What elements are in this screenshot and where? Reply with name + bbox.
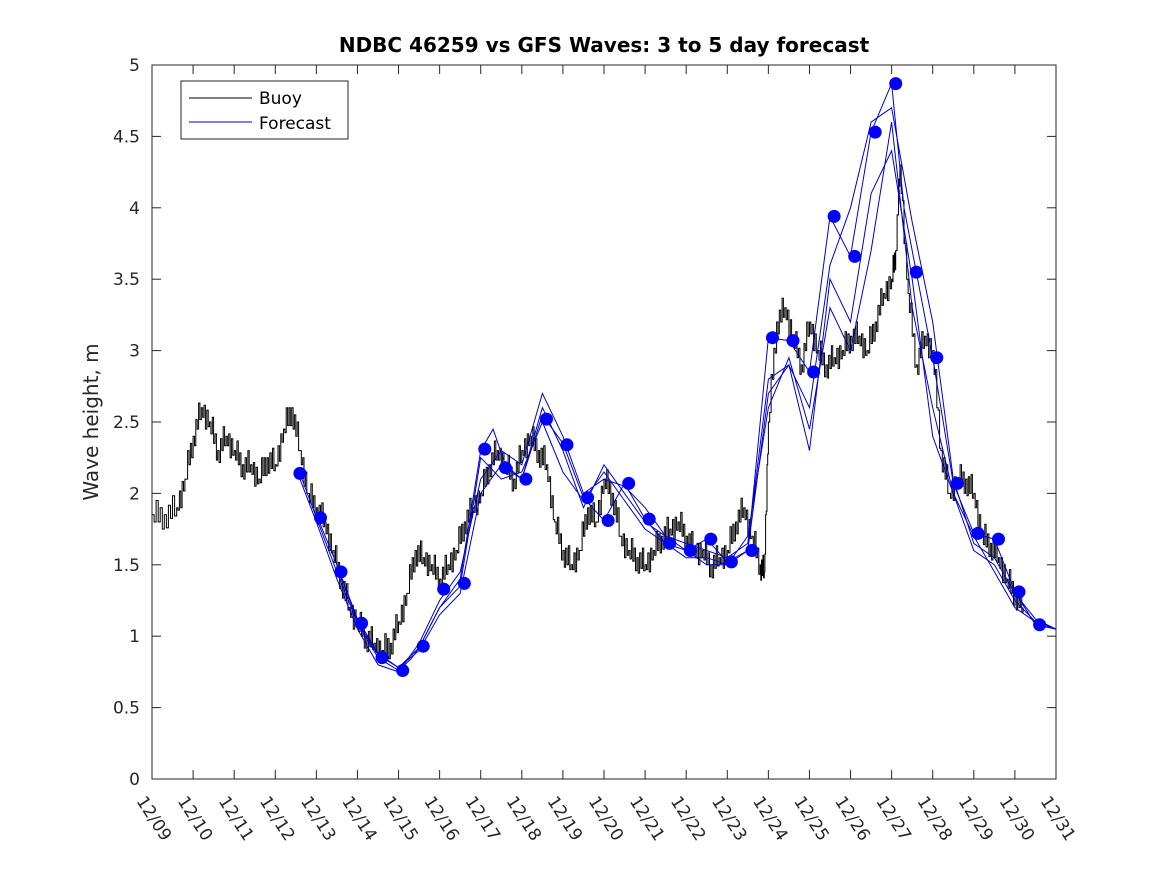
forecast-point bbox=[478, 442, 492, 456]
forecast-point bbox=[889, 77, 903, 91]
forecast-point bbox=[786, 334, 800, 348]
forecast-point bbox=[992, 532, 1005, 546]
y-tick-label: 0.5 bbox=[113, 699, 140, 719]
forecast-point bbox=[950, 476, 964, 490]
forecast-point bbox=[437, 582, 451, 596]
y-axis-ticks: 0 0.5 1 1.5 2 2.5 3 3.5 4 4.5 5 bbox=[113, 56, 1056, 790]
y-tick-label: 2.5 bbox=[113, 413, 140, 433]
forecast-point bbox=[355, 616, 369, 630]
forecast-point bbox=[971, 526, 985, 540]
y-axis-label: Wave height, m bbox=[79, 343, 103, 500]
forecast-point bbox=[724, 555, 738, 569]
forecast-point bbox=[642, 512, 656, 526]
forecast-point bbox=[540, 412, 553, 426]
forecast-point bbox=[848, 249, 862, 263]
forecast-point bbox=[745, 544, 759, 557]
y-tick-label: 3.5 bbox=[113, 270, 140, 290]
forecast-markers bbox=[293, 77, 1047, 677]
y-tick-label: 4 bbox=[129, 199, 140, 219]
y-tick-label: 1 bbox=[129, 627, 140, 647]
forecast-point bbox=[930, 351, 944, 365]
forecast-point bbox=[396, 664, 410, 677]
forecast-point bbox=[622, 476, 636, 490]
forecast-point bbox=[375, 651, 389, 665]
forecast-point bbox=[1033, 618, 1047, 632]
forecast-point bbox=[416, 639, 430, 653]
forecast-point bbox=[314, 511, 327, 525]
legend: Buoy Forecast bbox=[180, 80, 349, 140]
y-tick-label: 2 bbox=[129, 484, 140, 504]
forecast-point bbox=[827, 209, 841, 223]
y-tick-label: 0 bbox=[129, 770, 140, 790]
buoy-line bbox=[152, 164, 1024, 662]
forecast-point bbox=[560, 438, 574, 452]
y-tick-label: 4.5 bbox=[113, 127, 140, 147]
forecast-point bbox=[293, 466, 307, 480]
chart-title: NDBC 46259 vs GFS Waves: 3 to 5 day fore… bbox=[339, 33, 870, 57]
forecast-point bbox=[457, 576, 471, 590]
forecast-point bbox=[519, 472, 533, 486]
forecast-point bbox=[909, 265, 923, 279]
y-tick-label: 5 bbox=[129, 56, 140, 76]
legend-box bbox=[180, 80, 349, 140]
forecast-point bbox=[663, 536, 677, 550]
forecast-point bbox=[868, 125, 882, 139]
forecast-point bbox=[807, 365, 821, 379]
forecast-point bbox=[601, 514, 615, 527]
forecast-point bbox=[704, 532, 718, 546]
forecast-point bbox=[581, 491, 595, 505]
forecast-line-2 bbox=[299, 106, 1057, 673]
forecast-line-4 bbox=[336, 122, 1057, 669]
forecast-point bbox=[498, 461, 512, 475]
legend-buoy-label: Buoy bbox=[259, 89, 302, 109]
legend-forecast-label: Forecast bbox=[259, 114, 331, 134]
forecast-point bbox=[683, 544, 697, 557]
forecast-point bbox=[1012, 585, 1026, 599]
y-tick-label: 3 bbox=[129, 342, 140, 362]
forecast-point bbox=[766, 331, 779, 345]
forecast-point bbox=[334, 565, 348, 579]
y-tick-label: 1.5 bbox=[113, 556, 140, 576]
